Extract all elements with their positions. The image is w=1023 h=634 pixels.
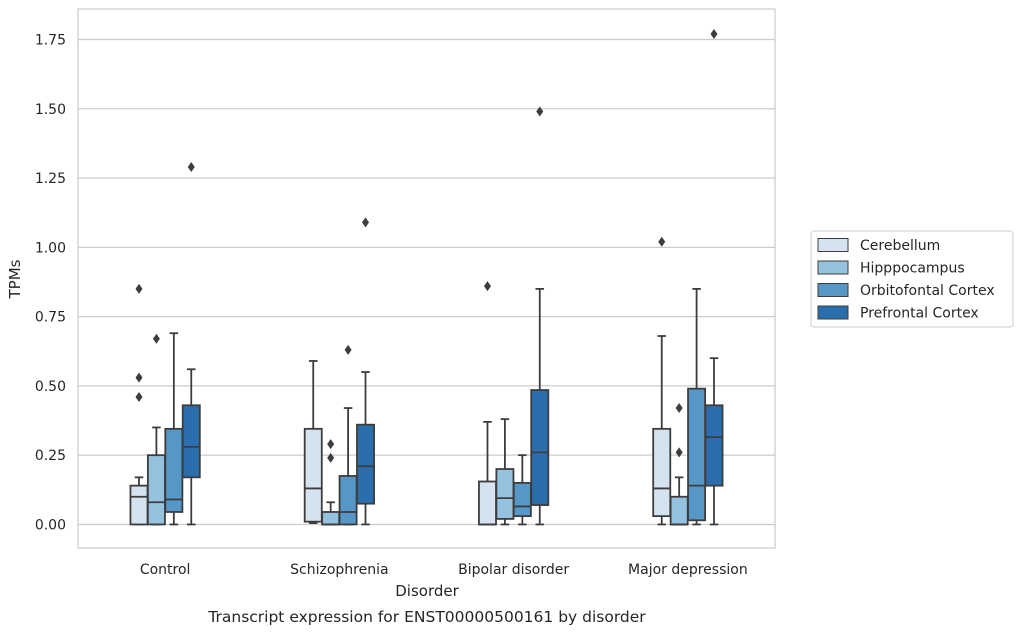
y-tick-label: 0.75	[35, 310, 66, 326]
outlier-point	[327, 439, 335, 450]
plot-frame	[77, 8, 776, 549]
legend-label: Prefrontal Cortex	[860, 306, 979, 322]
box-3-1	[164, 332, 184, 526]
box-body	[181, 404, 201, 479]
box-body	[478, 480, 497, 526]
box-2-1	[146, 333, 166, 526]
box-body	[687, 387, 707, 522]
box-4-1	[181, 161, 201, 526]
legend: Cerebellum Hipppocampus Orbitofontal Corte…	[810, 230, 1014, 328]
outlier-point	[187, 161, 195, 172]
box-1-1	[129, 283, 149, 526]
x-tick-label: Schizophrenia	[290, 562, 388, 578]
box-body	[652, 427, 672, 518]
box-2-2	[321, 439, 341, 526]
x-tick-label: Control	[140, 562, 191, 578]
box-1-4	[652, 236, 672, 526]
box-body	[495, 468, 515, 520]
x-tick-label: Major depression	[628, 562, 748, 578]
outlier-point	[536, 106, 544, 117]
legend-label: Orbitofontal Cortex	[860, 283, 995, 299]
box-4-3	[530, 106, 550, 526]
outlier-point	[658, 236, 666, 247]
x-tick-labels: Control Schizophrenia Bipolar disorder Majo…	[140, 562, 748, 578]
outlier-point	[135, 283, 143, 294]
legend-swatch	[817, 260, 849, 275]
box-body	[356, 423, 375, 505]
y-axis-label: TPMs	[6, 259, 24, 299]
box-2-4	[669, 403, 689, 526]
y-tick-label: 1.25	[35, 171, 66, 187]
y-tick-label: 0.25	[35, 448, 66, 464]
outlier-point	[362, 217, 370, 228]
x-tick-label: Bipolar disorder	[458, 562, 569, 578]
box-body	[669, 495, 689, 526]
box-3-4	[687, 287, 707, 526]
y-tick-label: 1.50	[35, 102, 66, 118]
outlier-point	[710, 28, 718, 39]
outlier-point	[675, 447, 683, 458]
box-body	[704, 404, 724, 487]
box-body	[129, 484, 149, 526]
x-axis-label: Disorder	[395, 582, 459, 600]
box-body	[303, 427, 323, 523]
y-tick-label: 0.00	[35, 517, 66, 533]
box-body	[338, 475, 358, 526]
box-2-3	[495, 418, 515, 526]
y-tick-label: 1.00	[35, 240, 66, 256]
box-1-3	[478, 281, 497, 526]
outlier-point	[483, 281, 491, 292]
y-tick-labels: 0.00 0.25 0.50 0.75 1.00 1.25 1.50 1.75	[35, 32, 66, 533]
box-4-2	[356, 217, 375, 526]
legend-swatch	[817, 238, 849, 252]
box-body	[146, 454, 166, 526]
box-body	[321, 511, 341, 526]
outlier-point	[344, 344, 352, 355]
outlier-point	[327, 452, 335, 463]
outlier-point	[135, 391, 143, 402]
box-3-3	[512, 454, 532, 526]
outlier-point	[135, 372, 143, 383]
legend-label: Cerebellum	[860, 238, 940, 254]
legend-swatch	[817, 283, 849, 297]
chart-title: Transcript expression for ENST0000050016…	[207, 608, 646, 626]
box-plots	[129, 28, 724, 526]
y-tick-label: 1.75	[35, 32, 66, 48]
y-tick-label: 0.50	[35, 379, 66, 395]
box-body	[512, 481, 532, 518]
box-4-4	[704, 28, 724, 526]
outlier-point	[675, 403, 683, 414]
legend-frame	[810, 230, 1014, 328]
outlier-point	[152, 333, 160, 344]
box-3-2	[338, 344, 358, 526]
box-body	[530, 389, 550, 506]
box-1-2	[303, 360, 323, 524]
legend-label: Hipppocampus	[860, 261, 965, 277]
legend-swatch	[817, 305, 849, 320]
